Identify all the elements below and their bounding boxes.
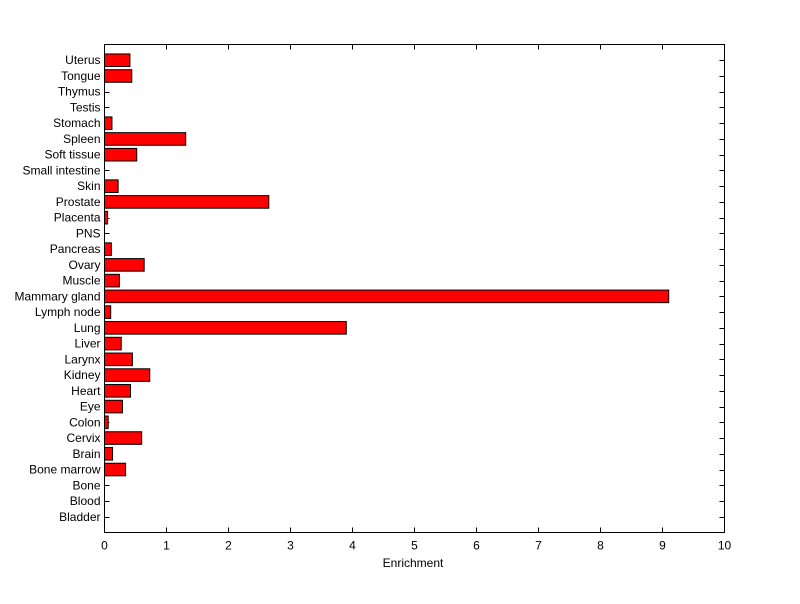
- y-tick-label: Muscle: [62, 274, 100, 288]
- y-tick-label: Kidney: [64, 368, 101, 382]
- y-tick-label: Ovary: [68, 258, 100, 272]
- bar: [104, 195, 270, 209]
- y-tick-label: Mammary gland: [14, 289, 100, 303]
- bar: [104, 352, 133, 367]
- x-tick-label: 2: [225, 539, 232, 553]
- bar: [104, 368, 151, 382]
- bar: [104, 289, 670, 304]
- y-tick-label: Lymph node: [35, 305, 101, 319]
- bar: [104, 384, 132, 398]
- bar: [104, 399, 123, 414]
- y-tick-label: Bone: [72, 478, 100, 492]
- y-tick-label: Skin: [77, 179, 100, 193]
- y-tick-label: Heart: [71, 384, 101, 398]
- y-tick-label: Liver: [74, 337, 100, 351]
- bar: [104, 415, 109, 430]
- x-tick-label: 5: [411, 539, 418, 553]
- y-tick-label: Spleen: [63, 132, 100, 146]
- y-tick-label: Colon: [69, 415, 100, 429]
- y-tick-label: Placenta: [54, 211, 101, 225]
- y-tick-label: Bladder: [59, 510, 100, 524]
- y-tick-label: Prostate: [56, 195, 101, 209]
- y-tick-label: Pancreas: [50, 242, 101, 256]
- y-tick-label: Lung: [74, 321, 101, 335]
- bar: [104, 132, 187, 146]
- plot-frame: [104, 44, 725, 533]
- x-tick-label: 1: [163, 539, 170, 553]
- y-tick-label: Brain: [72, 447, 100, 461]
- bar: [104, 305, 112, 319]
- y-tick-label: Small intestine: [22, 163, 100, 177]
- bar: [104, 147, 138, 162]
- bar: [104, 336, 122, 351]
- x-tick-label: 3: [287, 539, 294, 553]
- x-tick-label: 10: [718, 539, 732, 553]
- x-tick-label: 6: [473, 539, 480, 553]
- bar: [104, 116, 113, 131]
- x-tick-label: 9: [659, 539, 666, 553]
- bar: [104, 53, 131, 68]
- x-tick-label: 7: [535, 539, 542, 553]
- y-tick-label: Soft tissue: [44, 148, 100, 162]
- bar: [104, 69, 133, 83]
- bar: [104, 431, 143, 445]
- y-tick-label: Cervix: [66, 431, 100, 445]
- y-tick-label: Larynx: [64, 352, 100, 366]
- y-tick-label: Blood: [70, 494, 101, 508]
- bar: [104, 210, 109, 225]
- y-tick-label: Bone marrow: [29, 463, 101, 477]
- y-tick-label: Eye: [80, 400, 101, 414]
- y-tick-label: Uterus: [65, 53, 100, 67]
- bars: [104, 53, 670, 477]
- bar: [104, 273, 120, 288]
- bar: [104, 446, 114, 461]
- y-tick-label: Stomach: [53, 116, 100, 130]
- bar: [104, 462, 127, 477]
- x-axis: 0 1 2 3 4 5 6 7 8 9 10: [101, 44, 732, 553]
- bar: [104, 179, 119, 193]
- x-tick-label: 4: [349, 539, 356, 553]
- bar: [104, 242, 112, 256]
- x-tick-label: 8: [597, 539, 604, 553]
- y-tick-label: Tongue: [61, 69, 101, 83]
- x-axis-label: Enrichment: [383, 556, 444, 570]
- y-tick-label: PNS: [76, 226, 101, 240]
- y-tick-label: Testis: [70, 100, 101, 114]
- y-tick-label: Thymus: [58, 85, 101, 99]
- bar: [104, 258, 145, 272]
- bar: [104, 321, 347, 335]
- x-tick-label: 0: [101, 539, 108, 553]
